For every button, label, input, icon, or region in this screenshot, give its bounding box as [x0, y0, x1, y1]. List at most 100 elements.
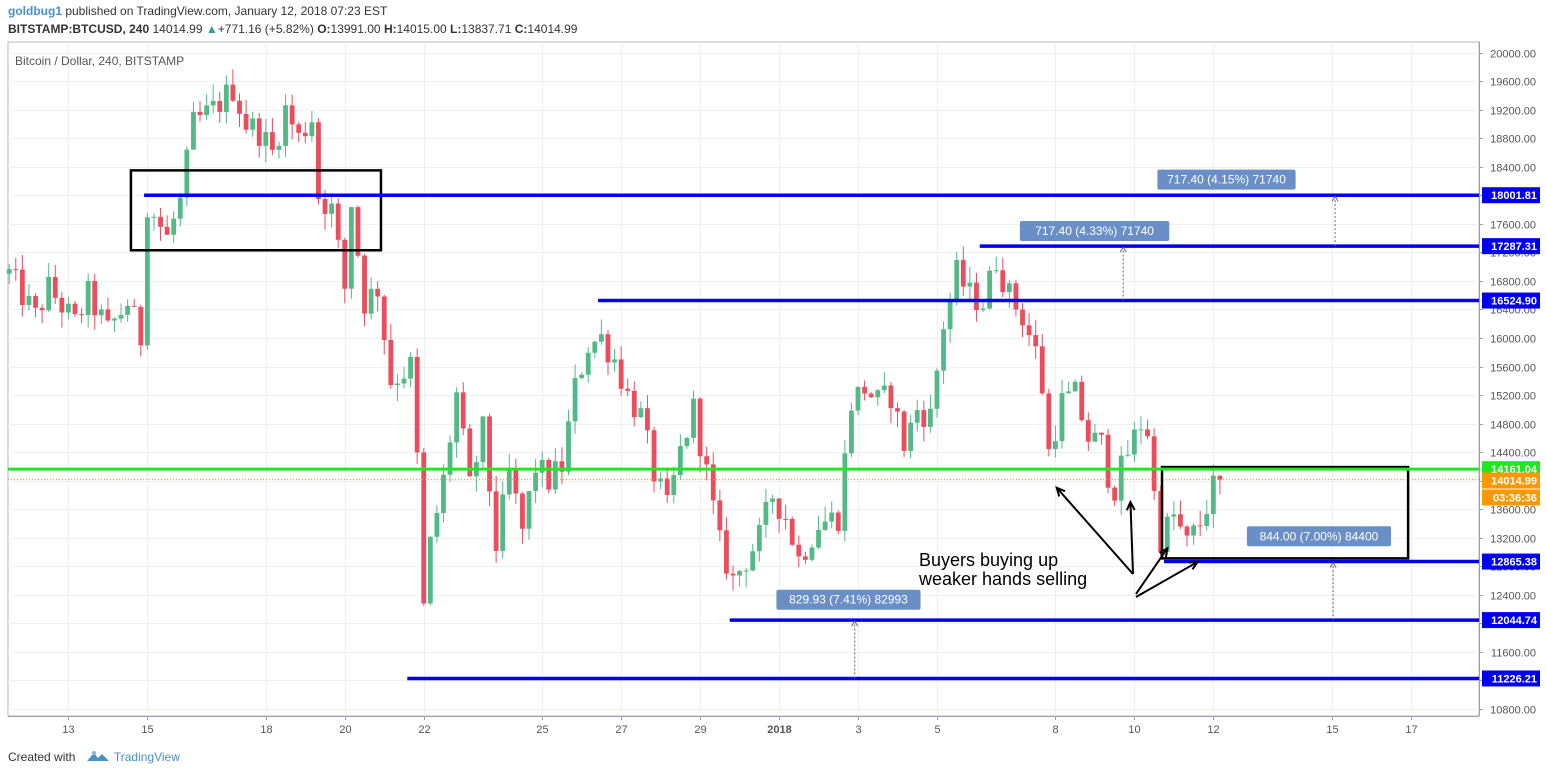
candle-body [26, 296, 32, 306]
arrow-head-icon [1158, 546, 1169, 558]
candle-body [849, 410, 854, 454]
candle-body [572, 378, 578, 422]
candle-body [421, 452, 427, 604]
candle-body [322, 199, 328, 214]
candle-body [520, 493, 525, 529]
measure-arrow-icon [1119, 246, 1127, 253]
time-axis[interactable]: 13 15 18 20 22 25 27 29 2018 3 5 8 10 12 15 17 [62, 716, 1418, 736]
candle-body [993, 270, 999, 272]
grid-lines [8, 42, 1479, 716]
last-price-label-bg [1482, 472, 1540, 489]
level-price-label: 12044.74 [1491, 615, 1538, 627]
candle-body [125, 305, 131, 315]
author-name[interactable]: goldbug1 [8, 4, 62, 18]
level-price-label: 11226.21 [1492, 673, 1537, 685]
candle-body [460, 392, 466, 429]
candle-body [427, 536, 433, 604]
candle-body [184, 149, 190, 198]
candle-body [500, 494, 506, 551]
x-tick-label: 20 [339, 724, 351, 736]
candle-body [697, 398, 703, 457]
candle-body [559, 461, 565, 472]
y-tick-label: 15200.00 [1490, 391, 1536, 403]
measure-arrow-icon [851, 620, 859, 627]
candle-body [151, 216, 157, 218]
created-with-text: Created with [8, 750, 76, 764]
candle-body [710, 464, 716, 501]
zone-rectangle[interactable] [1160, 465, 1410, 560]
candle-body [138, 306, 144, 346]
measure-label-box [1019, 221, 1170, 242]
candle-body [875, 390, 881, 398]
zone-rectangle[interactable] [129, 169, 383, 252]
candle-body [1125, 454, 1131, 456]
candle-body [625, 388, 631, 391]
candle-body [289, 105, 295, 125]
candle-body [1210, 475, 1216, 515]
y-tick-label: 19600.00 [1490, 77, 1536, 89]
plot-area[interactable] [7, 41, 1480, 717]
candle-body [513, 468, 519, 494]
level-price-label-bg [1482, 187, 1540, 204]
candle-body [256, 118, 262, 146]
candle-body [191, 111, 196, 150]
candle-body [552, 461, 558, 490]
candle-body [1026, 325, 1032, 336]
candle-body [296, 124, 302, 133]
measure-label: 844.00 (7.00%) 84400 [1260, 529, 1379, 543]
price-axis[interactable]: 20000.00 19600.00 19200.00 18800.00 18400.00… [1479, 49, 1540, 717]
x-tick-label: 27 [615, 724, 627, 736]
level-price-label-bg [1482, 670, 1540, 687]
candle-body [487, 416, 492, 492]
y-tick-label: 11600.00 [1491, 648, 1536, 660]
candle-body [921, 410, 927, 427]
candle-body [776, 498, 782, 519]
level-price-label: 12865.38 [1491, 557, 1537, 569]
candle-body [270, 132, 275, 150]
candle-body [737, 570, 742, 576]
level-price-label: 16524.90 [1491, 296, 1537, 308]
candle-body [171, 218, 177, 235]
candle-body [789, 518, 795, 545]
candle-body [59, 297, 65, 313]
candle-body [1145, 429, 1150, 437]
candle-body [724, 530, 729, 574]
measure-label-box [1157, 169, 1296, 190]
candle-body [362, 255, 367, 314]
last-price-label: 14014.99 [1491, 476, 1537, 488]
candle-body [283, 105, 288, 146]
open-label: O: [317, 22, 331, 36]
candle-body [533, 472, 538, 492]
candle-body [704, 456, 710, 465]
candle-body [342, 239, 348, 289]
close-value: 14014.99 [527, 22, 578, 36]
tradingview-link[interactable]: TradingView [113, 750, 180, 764]
x-tick-label: 18 [260, 724, 272, 736]
candle-body [539, 459, 545, 473]
y-tick-label: 13600.00 [1490, 505, 1536, 517]
candle-body [197, 111, 203, 116]
candle-body [230, 84, 236, 101]
candle-body [645, 408, 650, 431]
open-value: 13991.00 [330, 22, 381, 36]
annotation-line-1: Buyers buying up [919, 550, 1058, 570]
candle-body [1000, 270, 1006, 293]
candle-body [144, 217, 150, 346]
candle-body [770, 498, 775, 502]
candle-body [237, 100, 242, 114]
candle-body [618, 359, 624, 389]
candle-body [684, 437, 690, 447]
candle-body [881, 385, 887, 391]
candle-body [1105, 434, 1111, 488]
candle-body [493, 491, 499, 551]
measure-label-box [1246, 526, 1391, 547]
x-tick-label: 2018 [767, 724, 791, 736]
x-tick-label: 15 [1326, 724, 1338, 736]
candle-body [1158, 490, 1164, 552]
level-price-label-bg [1482, 238, 1540, 255]
candle-body [829, 512, 835, 522]
low-label: L: [450, 22, 462, 36]
level-price-label-bg [1482, 292, 1540, 309]
candle-body [546, 459, 552, 490]
